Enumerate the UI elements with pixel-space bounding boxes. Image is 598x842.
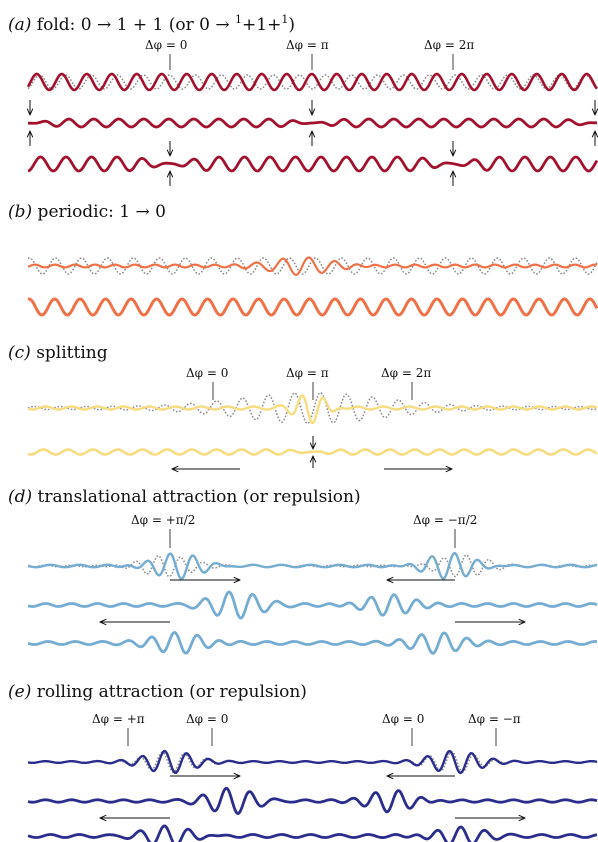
- panel-a-phase-label-3: Δφ = 2π: [424, 38, 474, 52]
- panel-c-phase-label-3: Δφ = 2π: [381, 366, 431, 380]
- panel-e-phase-label-1: Δφ = +π: [92, 712, 145, 726]
- panel-b-wave-row-1: [27, 256, 598, 277]
- panel-c-phase-label-1: Δφ = 0: [186, 366, 228, 380]
- panel-c-title-text: splitting: [31, 343, 108, 363]
- panel-c: (c) splitting Δφ = 0 Δφ = π Δφ = 2π: [8, 343, 598, 469]
- panel-a-title: (a) fold: 0 → 1 + 1 (or 0 → 1+1+1): [8, 13, 295, 35]
- panel-a-phase-label-2: Δφ = π: [286, 38, 329, 52]
- panel-e-title-text: rolling attraction (or repulsion): [31, 682, 307, 702]
- panel-e-wave-row-1: [27, 749, 598, 775]
- panel-c-phase-label-2: Δφ = π: [286, 366, 329, 380]
- panel-d-title-text: translational attraction (or repulsion): [32, 487, 360, 507]
- panel-d-phase-label-1: Δφ = +π/2: [131, 513, 195, 527]
- panel-b-title: (b) periodic: 1 → 0: [8, 202, 166, 222]
- panel-d-wave-row-2: [27, 590, 598, 620]
- panel-d-title: (d) translational attraction (or repulsi…: [8, 487, 361, 507]
- panel-e-phase-label-3: Δφ = 0: [382, 712, 424, 726]
- panel-e: (e) rolling attraction (or repulsion) Δφ…: [8, 682, 598, 842]
- panel-a-frac1-num: 1: [235, 13, 242, 26]
- panel-a-wave-row-3: [27, 155, 598, 173]
- panel-a-title-text: fold: 0 → 1 + 1 (or 0 →: [31, 15, 235, 35]
- panel-a-reference-wave: [27, 74, 598, 90]
- panel-e-phase-label-4: Δφ = −π: [468, 712, 521, 726]
- panel-b-wave-row-2: [27, 297, 598, 317]
- panel-d-phase-label-2: Δφ = −π/2: [413, 513, 477, 527]
- panel-c-title: (c) splitting: [8, 343, 108, 363]
- panel-d: (d) translational attraction (or repulsi…: [8, 487, 598, 655]
- panel-d-wave-row-3: [27, 631, 598, 655]
- panel-c-label: (c): [8, 343, 31, 363]
- panel-a-frac2-num: 1: [281, 13, 288, 26]
- panel-a-frac-mid: +1+: [242, 15, 281, 35]
- panel-e-phase-label-2: Δφ = 0: [186, 712, 228, 726]
- panel-b-title-text: periodic: 1 → 0: [32, 202, 166, 222]
- panel-c-wave-row-2: [27, 448, 598, 456]
- panel-a-title-tail: ): [288, 15, 295, 35]
- panel-e-wave-row-2: [27, 786, 598, 816]
- panel-b-label: (b): [8, 202, 32, 222]
- panel-d-label: (d): [8, 487, 32, 507]
- panel-a-wave-row-2: [27, 117, 598, 129]
- panel-a-phase-label-1: Δφ = 0: [145, 38, 187, 52]
- panel-a-label: (a): [8, 15, 31, 35]
- panel-c-reference-wave: [27, 391, 598, 425]
- panel-e-title: (e) rolling attraction (or repulsion): [8, 682, 307, 702]
- panel-a-wave-row-1: [26, 72, 598, 92]
- panel-a: (a) fold: 0 → 1 + 1 (or 0 → 1+1+1) Δφ = …: [8, 13, 598, 186]
- panel-e-label: (e): [8, 682, 31, 702]
- panel-d-wave-row-1: [27, 551, 598, 580]
- panel-e-wave-row-3: [27, 824, 598, 842]
- panel-c-wave-row-1: [27, 394, 598, 425]
- panel-b: (b) periodic: 1 → 0: [8, 202, 598, 317]
